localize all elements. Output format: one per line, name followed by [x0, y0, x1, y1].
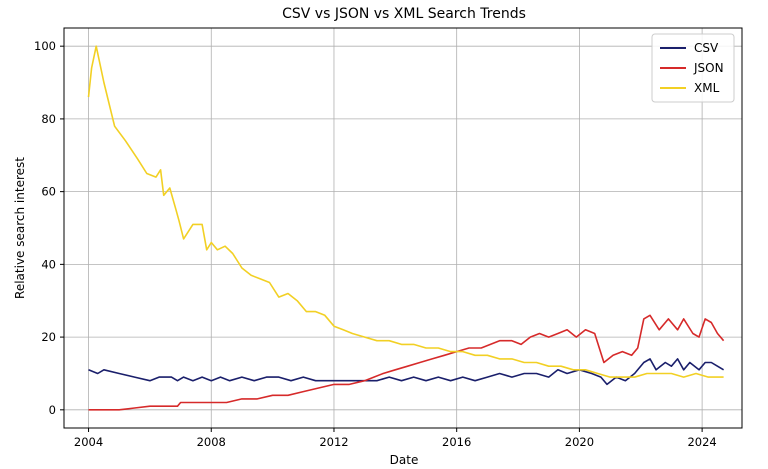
y-tick-label: 100 [34, 39, 56, 53]
legend-label-json: JSON [693, 61, 724, 75]
x-tick-label: 2020 [565, 435, 594, 449]
series-line-xml [87, 45, 724, 378]
y-tick-label: 0 [49, 403, 56, 417]
y-tick-label: 20 [41, 330, 56, 344]
series-line-csv [88, 358, 725, 386]
axis-ticks: 2004 2008 2012 2016 2020 2024 0 20 40 60 80 100 [34, 39, 717, 449]
x-tick-label: 2004 [74, 435, 103, 449]
y-tick-label: 80 [41, 112, 56, 126]
chart-title: CSV vs JSON vs XML Search Trends [282, 6, 526, 22]
legend: CSV JSON XML [651, 33, 735, 103]
x-tick-label: 2024 [687, 435, 716, 449]
x-tick-label: 2008 [197, 435, 226, 449]
y-tick-label: 60 [41, 185, 56, 199]
legend-label-xml: XML [694, 81, 720, 95]
x-axis-label: Date [390, 453, 419, 467]
x-tick-label: 2016 [442, 435, 471, 449]
series-line-json [88, 314, 725, 411]
x-tick-label: 2012 [319, 435, 348, 449]
plot-area-frame [63, 27, 743, 429]
legend-box [651, 33, 735, 103]
legend-label-csv: CSV [694, 41, 719, 55]
series-lines [87, 45, 725, 411]
y-axis-label: Relative search interest [13, 157, 27, 299]
y-tick-label: 40 [41, 257, 56, 271]
